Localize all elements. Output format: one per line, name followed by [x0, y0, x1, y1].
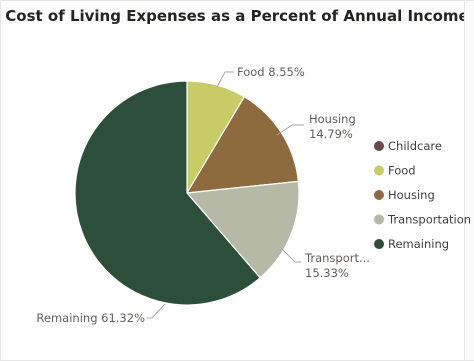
legend-label-childcare: Childcare	[388, 139, 442, 153]
legend-label-housing: Housing	[388, 188, 435, 202]
visual-edge-strip	[464, 1, 474, 360]
legend-label-transportation: Transportation	[387, 213, 471, 227]
data-label-name-housing: Housing	[309, 112, 356, 126]
data-label-value-housing: 14.79%	[309, 127, 353, 141]
leader-line-housing	[276, 124, 304, 136]
legend-marker-food	[374, 165, 384, 176]
legend-marker-transportation	[374, 214, 384, 225]
data-label-name-transportation: Transport...	[304, 251, 370, 265]
legend-item-remaining[interactable]: Remaining	[374, 237, 449, 251]
legend-label-remaining: Remaining	[388, 237, 449, 251]
leader-line-remaining	[147, 303, 166, 319]
leader-line-transportation	[281, 248, 301, 263]
legend-marker-childcare	[374, 141, 384, 151]
legend-item-transportation[interactable]: Transportation	[374, 213, 471, 227]
legend-item-childcare[interactable]: Childcare	[374, 139, 442, 153]
legend-marker-housing	[374, 190, 384, 200]
pie-slice-transportation[interactable]	[185, 180, 300, 279]
data-label-food: Food 8.55%	[237, 65, 305, 79]
legend-label-food: Food	[388, 164, 416, 178]
leader-line-food	[216, 71, 234, 88]
chart-title: Cost of Living Expenses as a Percent of …	[5, 7, 469, 25]
data-label-value-transportation: 15.33%	[305, 266, 349, 280]
pie-slice-remaining[interactable]	[74, 80, 261, 306]
pie-slices	[74, 80, 300, 306]
legend-item-food[interactable]: Food	[374, 164, 416, 178]
data-label-remaining: Remaining 61.32%	[36, 311, 145, 325]
legend-marker-remaining	[374, 239, 384, 249]
legend-item-housing[interactable]: Housing	[374, 188, 435, 202]
legend: Childcare Food Housing Transportation Remain…	[374, 139, 471, 251]
